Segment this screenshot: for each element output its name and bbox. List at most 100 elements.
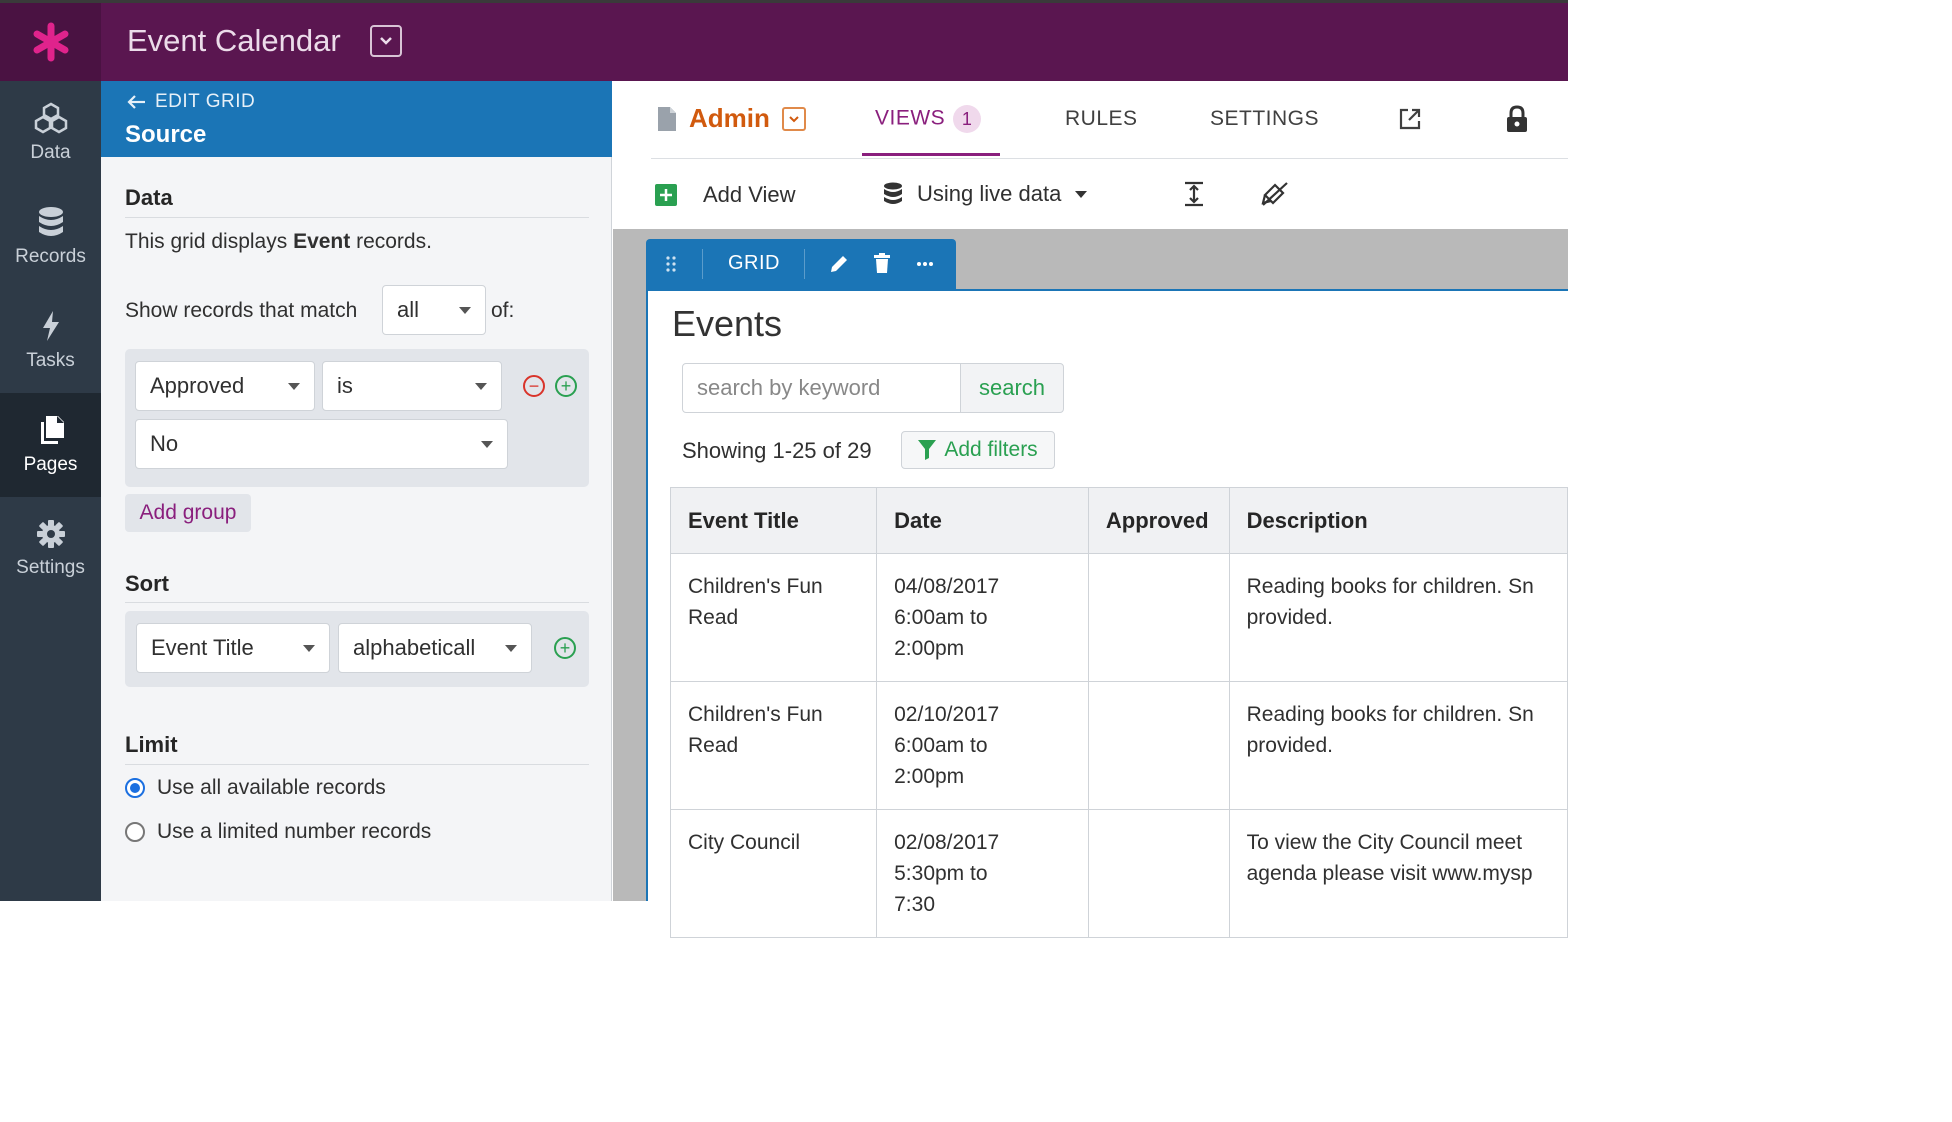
rule-value-select[interactable]: No xyxy=(135,419,508,469)
caret-down-icon xyxy=(505,645,517,652)
rule-operator-select[interactable]: is xyxy=(322,361,502,411)
left-navigation: Data Records Tasks Pages xyxy=(0,81,101,901)
cell-line: provided. xyxy=(1246,606,1333,629)
data-mode-dropdown[interactable]: Using live data xyxy=(883,181,1088,207)
nav-item-tasks[interactable]: Tasks xyxy=(0,289,101,393)
limit-all-radio[interactable] xyxy=(125,778,145,798)
page-tabs: Admin VIEWS 1 RULES SETTINGS xyxy=(613,81,1568,159)
minus-circle-icon: − xyxy=(528,376,540,396)
back-to-edit-grid-link[interactable]: EDIT GRID xyxy=(127,91,255,113)
grid-title: Events xyxy=(672,303,783,344)
chevron-down-icon xyxy=(789,115,799,122)
add-view-button[interactable]: Add View xyxy=(655,182,796,208)
panel-header: EDIT GRID Source xyxy=(101,81,612,157)
page-dropdown[interactable] xyxy=(781,106,806,131)
grid-view: Events search by keyword search Showing … xyxy=(646,289,1569,938)
add-filters-label: Add filters xyxy=(944,438,1038,461)
tab-settings[interactable]: SETTINGS xyxy=(1210,107,1320,130)
divider xyxy=(702,249,703,279)
rule-field-select[interactable]: Approved xyxy=(135,361,315,411)
add-sort-button[interactable]: + xyxy=(554,637,576,659)
cell-line: 04/08/2017 xyxy=(894,575,1000,598)
pencil-icon[interactable] xyxy=(829,254,849,274)
design-mode-button[interactable] xyxy=(1261,181,1289,212)
cell-date: 04/08/2017 6:00am to 2:00pm xyxy=(876,553,1089,682)
nav-item-label: Tasks xyxy=(26,350,75,371)
gear-icon xyxy=(36,520,65,548)
cell-line: 02/10/2017 xyxy=(894,703,1000,726)
events-table: Event Title Date Approved Description Ch… xyxy=(669,487,1569,938)
builder-canvas: GRID Events search by keyword search Sho… xyxy=(613,229,1569,938)
caret-down-icon xyxy=(303,645,315,652)
nav-item-settings[interactable]: Settings xyxy=(0,497,101,601)
tab-rules[interactable]: RULES xyxy=(1065,107,1138,130)
more-horizontal-icon[interactable] xyxy=(916,261,934,267)
database-icon xyxy=(38,207,63,236)
cubes-icon xyxy=(34,102,67,134)
match-select[interactable]: all xyxy=(382,285,486,335)
page-selector[interactable]: Admin xyxy=(657,103,806,134)
column-header-description[interactable]: Description xyxy=(1228,487,1569,554)
tabs-divider xyxy=(651,158,1568,159)
nav-item-records[interactable]: Records xyxy=(0,185,101,289)
lock-page-button[interactable] xyxy=(1506,105,1528,138)
grid-view-label: GRID xyxy=(728,252,780,274)
divider xyxy=(125,764,589,765)
tab-views[interactable]: VIEWS 1 xyxy=(875,105,982,133)
plus-square-icon xyxy=(655,184,677,206)
open-external-button[interactable] xyxy=(1398,107,1422,136)
toggle-height-button[interactable] xyxy=(1183,181,1205,212)
sort-order-select[interactable]: alphabeticall xyxy=(338,623,532,673)
cell-line: Children's Fun xyxy=(688,575,823,598)
cell-description: Reading books for children. Sn provided. xyxy=(1228,681,1569,810)
cell-line: 5:30pm to xyxy=(894,862,988,885)
app-switcher-dropdown[interactable] xyxy=(370,25,402,57)
drag-handle-icon[interactable] xyxy=(666,256,676,272)
cell-approved xyxy=(1087,809,1230,938)
active-tab-indicator xyxy=(862,153,1000,156)
pagination-summary: Showing 1-25 of 29 xyxy=(682,438,872,463)
cell-line: 2:00pm xyxy=(894,637,965,660)
nav-item-label: Pages xyxy=(23,454,78,475)
add-rule-button[interactable]: + xyxy=(555,375,577,397)
edit-grid-panel: EDIT GRID Source Data This grid displays… xyxy=(101,81,612,901)
table-row[interactable]: City Council 02/08/2017 5:30pm to 7:30 To … xyxy=(669,809,1569,938)
filter-icon xyxy=(918,440,937,460)
remove-rule-button[interactable]: − xyxy=(523,375,545,397)
plus-circle-icon: + xyxy=(559,638,571,658)
column-header-approved[interactable]: Approved xyxy=(1087,487,1230,554)
column-header-event-title[interactable]: Event Title xyxy=(669,487,878,554)
app-logo[interactable] xyxy=(0,3,101,81)
panel-title: Source xyxy=(125,121,207,148)
cell-line: Read xyxy=(688,606,739,629)
cell-line: 6:00am to xyxy=(894,734,988,757)
table-row[interactable]: Children's Fun Read 02/10/2017 6:00am to 2:… xyxy=(669,681,1569,810)
window-top-border xyxy=(0,0,1568,3)
cell-line: Read xyxy=(688,734,739,757)
caret-down-icon xyxy=(475,383,487,390)
cell-line: 7:30 xyxy=(894,893,935,916)
lock-icon xyxy=(1507,105,1527,132)
nav-item-data[interactable]: Data xyxy=(0,81,101,185)
search-button[interactable]: search xyxy=(960,363,1064,413)
match-prefix: Show records that match xyxy=(125,299,358,322)
trash-icon[interactable] xyxy=(874,253,890,273)
add-group-button[interactable]: Add group xyxy=(125,494,251,532)
limit-section-title: Limit xyxy=(125,732,178,757)
data-description: This grid displays Event records. xyxy=(125,230,432,254)
column-header-date[interactable]: Date xyxy=(876,487,1089,554)
table-row[interactable]: Children's Fun Read 04/08/2017 6:00am to 2:… xyxy=(669,553,1569,682)
keyword-search-input[interactable]: search by keyword xyxy=(682,363,962,413)
limit-number-radio[interactable] xyxy=(125,822,145,842)
caret-down-icon xyxy=(288,383,300,390)
add-filters-button[interactable]: Add filters xyxy=(901,431,1055,469)
nav-item-pages[interactable]: Pages xyxy=(0,393,101,497)
app-header: Event Calendar xyxy=(0,3,1568,81)
cell-line: 6:00am to xyxy=(894,606,988,629)
nav-item-label: Settings xyxy=(16,557,85,578)
sort-field-select[interactable]: Event Title xyxy=(136,623,330,673)
plus-circle-icon: + xyxy=(560,376,572,396)
tab-views-label: VIEWS xyxy=(875,106,946,130)
expand-vertical-icon xyxy=(1185,181,1203,207)
views-count-badge: 1 xyxy=(953,105,982,133)
